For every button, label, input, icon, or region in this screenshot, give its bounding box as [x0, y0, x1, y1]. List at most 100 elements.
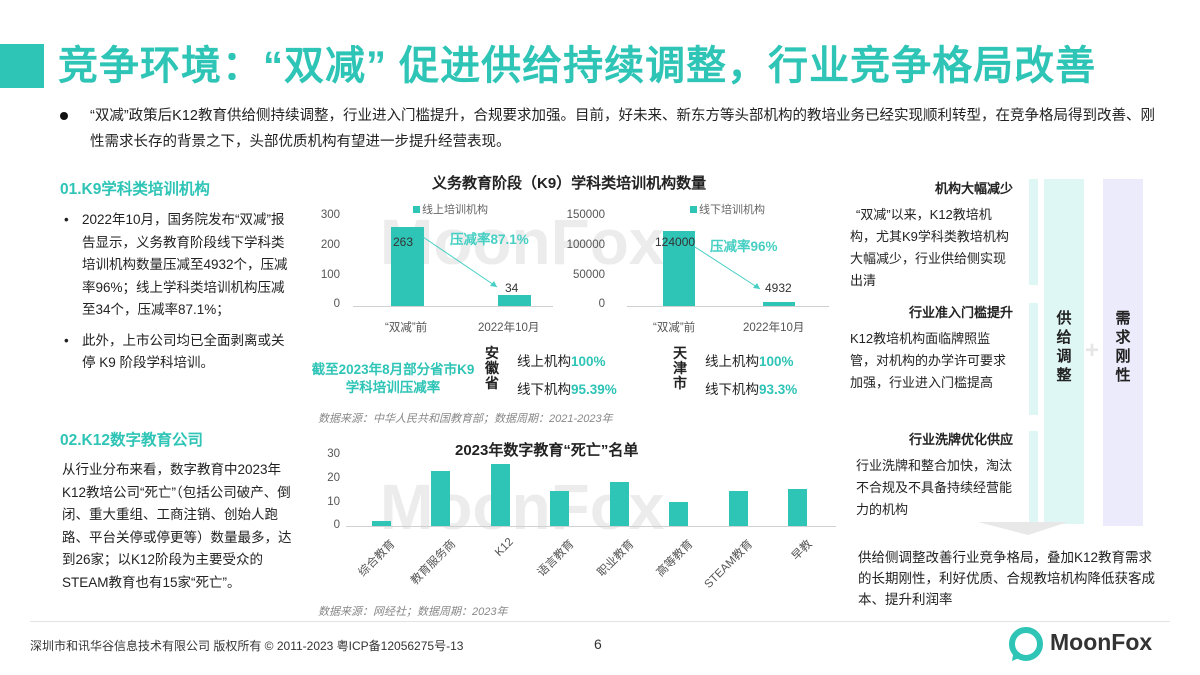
- x-tick: STEAM教育: [702, 538, 756, 591]
- footer-divider: [30, 621, 1170, 622]
- online-institutions-chart: 300 200 100 0 线上培训机构 263 34 压减率87.1% “双减…: [305, 195, 555, 335]
- block-text: “双减”以来，K12教培机构，尤其K9学科类教培机构大幅减少，行业供给侧实现出清: [850, 207, 1009, 288]
- tianjin-offline-rate: 线下机构93.3%: [705, 382, 798, 397]
- x-axis: [346, 526, 836, 527]
- x-tick: 语言教育: [535, 538, 577, 580]
- bullet-item: • 此外，上市公司均已全面剥离或关停 K9 阶段学科培训。: [62, 330, 292, 375]
- watermark: MoonFox: [380, 206, 665, 278]
- page-title: 竞争环境：“双减” 促进供给持续调整，行业竞争格局改善: [58, 44, 1097, 88]
- x-tick: “双减”前: [653, 322, 696, 334]
- bar-早教: [788, 489, 807, 526]
- y-tick: 20: [327, 472, 340, 484]
- bar-职业教育: [610, 482, 629, 526]
- chart-legend: 线上培训机构: [413, 201, 488, 217]
- title-accent-block: [0, 44, 44, 88]
- plus-icon: +: [1085, 337, 1100, 364]
- chevron-down-icon: [978, 522, 1068, 535]
- chart-legend: 线下培训机构: [690, 201, 765, 217]
- y-tick: 0: [333, 519, 340, 531]
- bar-value: 4932: [765, 281, 792, 295]
- intro-paragraph: “双减”政策后K12教育供给侧持续调整，行业进入门槛提升，合规要求加强。目前，好…: [60, 103, 1162, 155]
- moonfox-logo-icon: [1009, 627, 1043, 661]
- section1-bullets: • 2022年10月，国务院发布“双减”报告显示，义务教育阶段线下学科类培训机构数…: [62, 209, 292, 383]
- y-tick: 50000: [573, 269, 605, 281]
- bar-综合教育: [372, 521, 391, 526]
- x-tick: “双减”前: [385, 322, 428, 334]
- y-tick: 200: [320, 239, 340, 251]
- y-tick: 100: [320, 269, 340, 281]
- province-name-anhui: 安徽省: [485, 345, 499, 391]
- bar-K12: [491, 464, 510, 526]
- bullet-icon: •: [64, 332, 69, 348]
- x-tick: K12: [492, 536, 516, 559]
- copyright: 深圳市和讯华谷信息技术有限公司 版权所有 © 2011-2023 粤ICP备12…: [30, 639, 464, 653]
- block-text: K12教培机构面临牌照监管，对机构的办学许可要求加强，行业进入门槛提高: [850, 331, 1007, 390]
- y-tick: 10: [327, 496, 340, 508]
- section1-heading: 01.K9学科类培训机构: [60, 181, 210, 198]
- data-source-1: 数据来源：中华人民共和国教育部；数据周期：2021-2023年: [318, 413, 613, 425]
- bar-高等教育: [669, 502, 688, 526]
- bar-after: [763, 302, 795, 306]
- x-tick: 综合教育: [356, 538, 398, 580]
- y-tick: 150000: [566, 209, 605, 221]
- tianjin-online-rate: 线上机构100%: [705, 354, 794, 369]
- bar-value: 34: [505, 281, 519, 295]
- bar-教育服务商: [431, 471, 450, 526]
- section2-heading: 02.K12数字教育公司: [60, 432, 203, 449]
- trend-arrow-icon: [694, 246, 761, 290]
- bar-before: [391, 227, 424, 306]
- bullet-icon: •: [64, 212, 69, 227]
- block-heading: 行业准入门槛提升: [908, 305, 1013, 320]
- bullet-item: • 2022年10月，国务院发布“双减”报告显示，义务教育阶段线下学科类培训机构数…: [62, 209, 292, 322]
- conclusion-text: 供给侧调整改善行业竞争格局，叠加K12教育需求的长期刚性，利好优质、合规教培机构…: [858, 550, 1155, 607]
- legend-swatch: [690, 206, 697, 213]
- legend-swatch: [413, 206, 420, 213]
- data-source-2: 数据来源：网经社；数据周期：2023年: [318, 606, 508, 618]
- anhui-offline-rate: 线下机构95.39%: [517, 382, 617, 397]
- anhui-online-rate: 线上机构100%: [517, 354, 606, 369]
- bar-语言教育: [550, 491, 569, 526]
- x-tick: 教育服务商: [408, 538, 458, 588]
- deaths-chart-title: 2023年数字教育“死亡”名单: [455, 442, 639, 459]
- y-tick: 30: [327, 448, 340, 460]
- trend-arrow-icon: [422, 236, 498, 288]
- block-text: 行业洗牌和整合加快，淘汰不合规及不具备持续经营能力的机构: [856, 458, 1013, 517]
- supply-adjust-column: 供给调整: [1044, 179, 1084, 524]
- k9-chart-title: 义务教育阶段（K9）学科类培训机构数量: [432, 175, 707, 192]
- bar-value: 263: [393, 235, 414, 249]
- bar-after: [498, 295, 531, 306]
- supply-strip: [1029, 303, 1038, 415]
- demand-label: 需求刚性: [1115, 310, 1131, 384]
- bar-before: [663, 231, 695, 306]
- offline-institutions-chart: 150000 100000 50000 0 线下培训机构 124000 4932…: [555, 195, 845, 335]
- block-heading: 机构大幅减少: [934, 181, 1013, 196]
- supply-strip: [1029, 431, 1038, 523]
- reduction-rate: 压减率87.1%: [450, 232, 529, 247]
- province-name-tianjin: 天津市: [673, 345, 687, 391]
- x-tick: 2022年10月: [743, 322, 805, 334]
- x-tick: 高等教育: [654, 538, 696, 580]
- y-tick: 100000: [566, 239, 605, 251]
- block-heading: 行业洗牌优化供应: [908, 432, 1013, 447]
- section2-text: 从行业分布来看，数字教育中2023年K12教培公司“死亡”（包括公司破产、倒闭、…: [62, 462, 292, 590]
- deaths-chart: 30 20 10 0 综合教育 教育服务商 K12 语言教育 职业教育 高等教育…: [300, 448, 845, 608]
- intro-text: “双减”政策后K12教育供给侧持续调整，行业进入门槛提升，合规要求加强。目前，好…: [90, 108, 1155, 150]
- reduction-rate: 压减率96%: [710, 239, 778, 254]
- x-tick: 早教: [789, 538, 815, 563]
- y-tick: 0: [598, 298, 605, 310]
- supply-label: 供给调整: [1056, 310, 1072, 384]
- demand-rigidity-column: 需求刚性: [1103, 179, 1143, 526]
- x-tick: 职业教育: [595, 538, 637, 580]
- y-tick: 300: [320, 209, 340, 221]
- province-rate-label: 截至2023年8月部分省市K9学科培训压减率: [311, 362, 475, 395]
- bar-STEAM教育: [729, 491, 748, 526]
- bar-value: 124000: [655, 235, 696, 249]
- y-tick: 0: [333, 298, 340, 310]
- x-axis: [627, 306, 829, 307]
- x-axis: [353, 306, 553, 307]
- x-tick: 2022年10月: [478, 322, 540, 334]
- moonfox-logo-text: MoonFox: [1050, 629, 1153, 655]
- supply-strip: [1029, 179, 1038, 285]
- page-number: 6: [594, 636, 602, 652]
- bullet-icon: [60, 112, 68, 120]
